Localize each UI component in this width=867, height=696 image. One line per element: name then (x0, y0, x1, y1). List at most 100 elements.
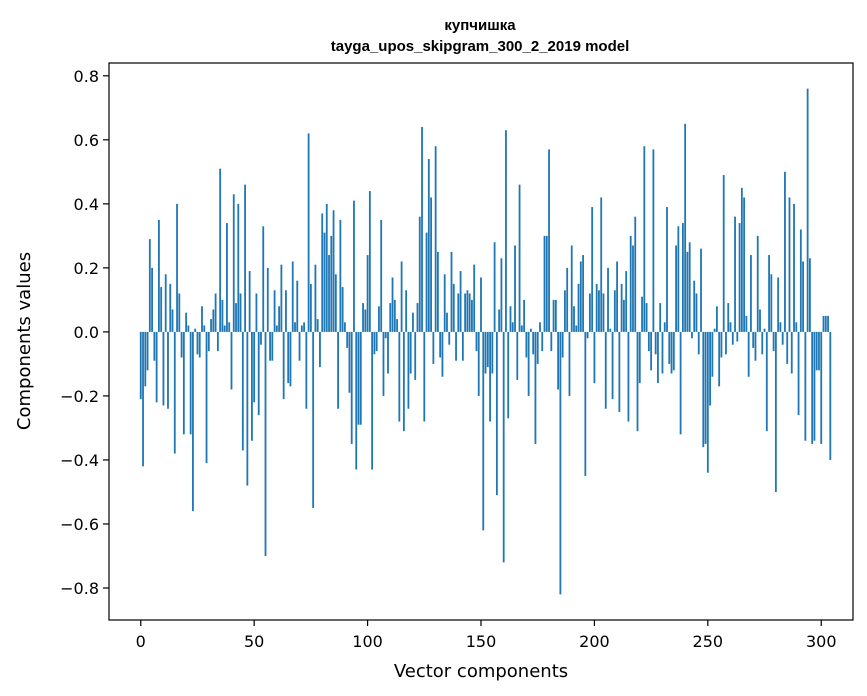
bar-51 (255, 293, 258, 332)
bar-224 (647, 331, 650, 352)
bar-38 (226, 223, 228, 332)
bar-122 (416, 303, 419, 332)
bar-235 (672, 331, 675, 371)
x-tick-label: 50 (244, 632, 264, 651)
bar-146 (471, 299, 473, 332)
bar-55 (264, 331, 267, 556)
bar-46 (244, 184, 246, 332)
bar-22 (189, 331, 192, 435)
bar-282 (779, 322, 782, 332)
bar-241 (686, 251, 689, 332)
bar-209 (613, 290, 616, 332)
bar-180 (548, 149, 550, 332)
bar-57 (269, 331, 271, 361)
bar-283 (781, 331, 784, 345)
bar-281 (777, 277, 780, 332)
bar-28 (203, 325, 206, 332)
bar-86 (334, 274, 337, 332)
bar-294 (806, 88, 809, 332)
bar-219 (636, 331, 639, 432)
bar-262 (734, 216, 736, 332)
bar-292 (802, 261, 804, 332)
bar-1 (142, 331, 144, 467)
bar-167 (518, 184, 521, 332)
bar-163 (509, 306, 512, 332)
bar-111 (391, 277, 394, 332)
bar-258 (725, 331, 727, 355)
bar-17 (178, 293, 181, 332)
x-tick-label: 300 (806, 632, 837, 651)
bar-234 (670, 331, 673, 374)
bar-10 (162, 331, 165, 406)
bar-9 (160, 287, 163, 332)
bar-83 (328, 255, 330, 332)
bar-286 (788, 197, 791, 332)
bar-series (139, 88, 832, 595)
bar-48 (248, 271, 251, 332)
bar-8 (158, 219, 160, 332)
bar-78 (316, 319, 319, 332)
bar-170 (525, 331, 528, 358)
bar-251 (709, 331, 711, 406)
bar-96 (357, 331, 360, 425)
bar-124 (421, 127, 423, 332)
bar-112 (393, 299, 396, 332)
bar-68 (294, 322, 296, 332)
bar-81 (323, 232, 326, 332)
bar-89 (341, 287, 344, 332)
bar-179 (545, 235, 548, 332)
bar-52 (257, 331, 260, 416)
y-tick-label: −0.2 (60, 387, 99, 406)
bar-39 (228, 322, 231, 332)
bar-144 (466, 290, 469, 332)
bar-300 (820, 331, 823, 444)
bar-239 (681, 223, 684, 332)
bar-109 (387, 331, 389, 374)
bar-153 (486, 331, 489, 368)
plot-frame (108, 62, 854, 621)
bar-45 (241, 331, 244, 451)
bar-275 (763, 328, 766, 332)
bar-11 (164, 274, 167, 332)
bar-120 (412, 312, 414, 332)
bar-35 (219, 168, 222, 332)
bar-233 (668, 331, 671, 364)
bar-155 (491, 331, 494, 374)
bar-270 (752, 331, 755, 348)
bar-26 (198, 331, 201, 358)
bar-269 (750, 255, 752, 332)
bar-193 (577, 283, 580, 332)
bar-261 (731, 331, 734, 345)
bar-245 (695, 293, 698, 332)
bar-161 (505, 130, 507, 332)
bar-123 (418, 216, 421, 332)
bar-248 (702, 331, 705, 448)
bar-254 (716, 306, 718, 332)
bar-220 (638, 331, 641, 384)
bar-265 (740, 187, 743, 332)
x-tick-label: 200 (579, 632, 610, 651)
bar-194 (579, 261, 582, 332)
bar-274 (761, 331, 764, 355)
bar-18 (180, 331, 183, 358)
y-tick-label: 0.4 (74, 195, 99, 214)
bar-7 (155, 331, 158, 403)
bar-4 (148, 239, 151, 332)
bar-172 (530, 328, 532, 332)
bar-218 (634, 216, 637, 332)
bar-203 (600, 197, 603, 332)
bar-113 (396, 319, 398, 332)
bar-243 (691, 331, 693, 339)
x-axis-label: Vector components (394, 661, 568, 682)
bar-185 (559, 331, 562, 595)
bar-80 (321, 213, 324, 332)
bar-3 (146, 331, 149, 371)
bar-142 (461, 331, 464, 361)
y-tick-label: 0.8 (74, 67, 99, 86)
bar-256 (720, 331, 723, 358)
bar-221 (641, 296, 643, 332)
bar-91 (346, 331, 349, 348)
bar-187 (564, 290, 566, 332)
bar-298 (815, 331, 818, 371)
